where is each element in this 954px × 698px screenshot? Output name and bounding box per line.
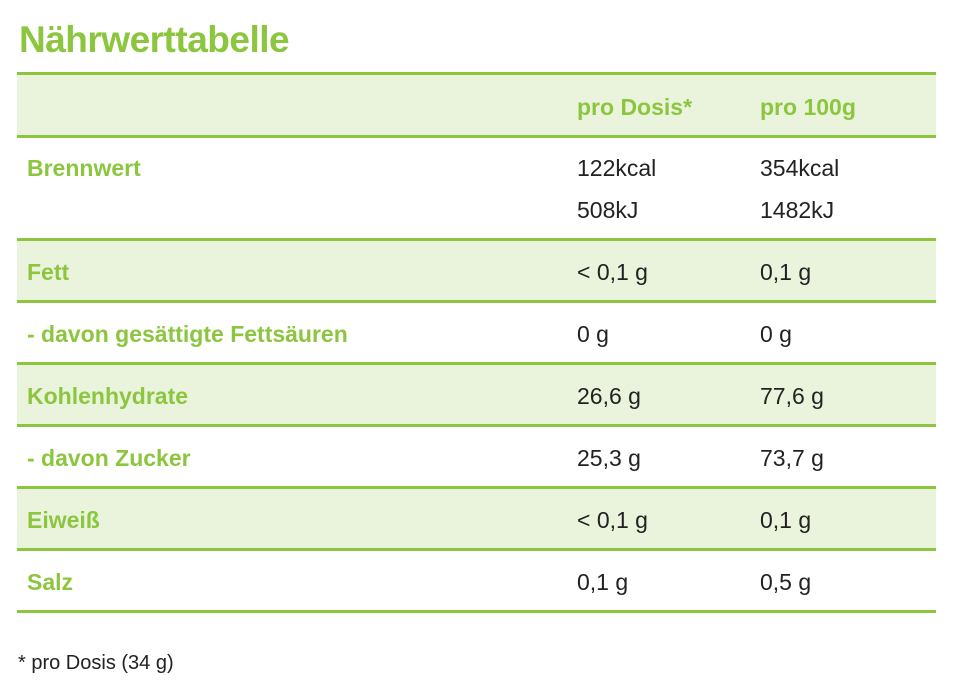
- per100-kj: 1482kJ: [760, 197, 835, 223]
- row-label: Kohlenhydrate: [27, 383, 189, 409]
- dose-value: 0 g: [577, 321, 609, 347]
- page-title: Nährwerttabelle: [19, 19, 290, 60]
- per100-value: 0,5 g: [760, 569, 812, 595]
- row-label: Brennwert: [27, 155, 141, 181]
- dose-value: < 0,1 g: [577, 259, 648, 285]
- row-label: Salz: [27, 569, 74, 595]
- row-label: - davon Zucker: [27, 445, 191, 471]
- dose-value: 0,1 g: [577, 569, 629, 595]
- header-per-100g: pro 100g: [760, 94, 856, 120]
- dose-kcal: 122kcal: [577, 155, 657, 181]
- per100-value: 0,1 g: [760, 259, 812, 285]
- per100-value: 0,1 g: [760, 507, 812, 533]
- table-row: Salz 0,1 g 0,5 g: [17, 551, 936, 613]
- dose-value: 26,6 g: [577, 383, 641, 409]
- dose-kj: 508kJ: [577, 197, 639, 223]
- per100-kcal: 354kcal: [760, 155, 840, 181]
- per100-value: 0 g: [760, 321, 792, 347]
- table-row: - davon gesättigte Fettsäuren 0 g 0 g: [17, 303, 936, 365]
- per100-value: 73,7 g: [760, 445, 824, 471]
- dose-value: 25,3 g: [577, 445, 641, 471]
- header-per-dose: pro Dosis*: [577, 94, 693, 120]
- dose-value: < 0,1 g: [577, 507, 648, 533]
- nutrition-table: pro Dosis* pro 100g Brennwert 122kcal 50…: [17, 72, 936, 613]
- footnote: * pro Dosis (34 g): [18, 652, 174, 674]
- row-label: Eiweiß: [27, 507, 100, 533]
- table-row: Eiweiß < 0,1 g 0,1 g: [17, 489, 936, 551]
- table-row: Kohlenhydrate 26,6 g 77,6 g: [17, 365, 936, 427]
- table-header-row: pro Dosis* pro 100g: [17, 75, 936, 138]
- table-row-brennwert: Brennwert 122kcal 508kJ 354kcal 1482kJ: [17, 138, 936, 241]
- row-label: Fett: [27, 259, 70, 285]
- row-label: - davon gesättigte Fettsäuren: [27, 321, 348, 347]
- per100-value: 77,6 g: [760, 383, 824, 409]
- table-row: Fett < 0,1 g 0,1 g: [17, 241, 936, 303]
- table-row: - davon Zucker 25,3 g 73,7 g: [17, 427, 936, 489]
